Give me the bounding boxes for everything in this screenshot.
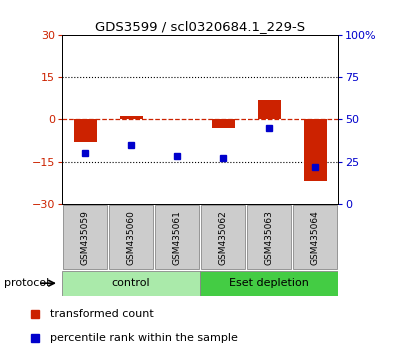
- Bar: [109, 205, 153, 269]
- Text: GSM435063: GSM435063: [264, 210, 274, 265]
- Bar: [293, 205, 337, 269]
- Bar: [200, 271, 338, 296]
- Bar: [62, 271, 200, 296]
- Text: control: control: [112, 278, 150, 288]
- Bar: [304, 120, 326, 181]
- Text: GSM435061: GSM435061: [172, 210, 182, 265]
- Text: percentile rank within the sample: percentile rank within the sample: [50, 333, 238, 343]
- Text: GSM435060: GSM435060: [126, 210, 136, 265]
- Text: Eset depletion: Eset depletion: [229, 278, 309, 288]
- Bar: [63, 205, 107, 269]
- Bar: [120, 116, 142, 120]
- Text: GSM435059: GSM435059: [80, 210, 90, 265]
- Text: GSM435064: GSM435064: [310, 210, 320, 264]
- Text: protocol: protocol: [4, 278, 49, 288]
- Text: GSM435062: GSM435062: [218, 210, 228, 264]
- Bar: [74, 120, 96, 142]
- Bar: [247, 205, 291, 269]
- Bar: [258, 100, 280, 120]
- Bar: [212, 120, 234, 128]
- Bar: [155, 205, 199, 269]
- Title: GDS3599 / scl0320684.1_229-S: GDS3599 / scl0320684.1_229-S: [95, 20, 305, 33]
- Bar: [201, 205, 245, 269]
- Text: transformed count: transformed count: [50, 308, 153, 319]
